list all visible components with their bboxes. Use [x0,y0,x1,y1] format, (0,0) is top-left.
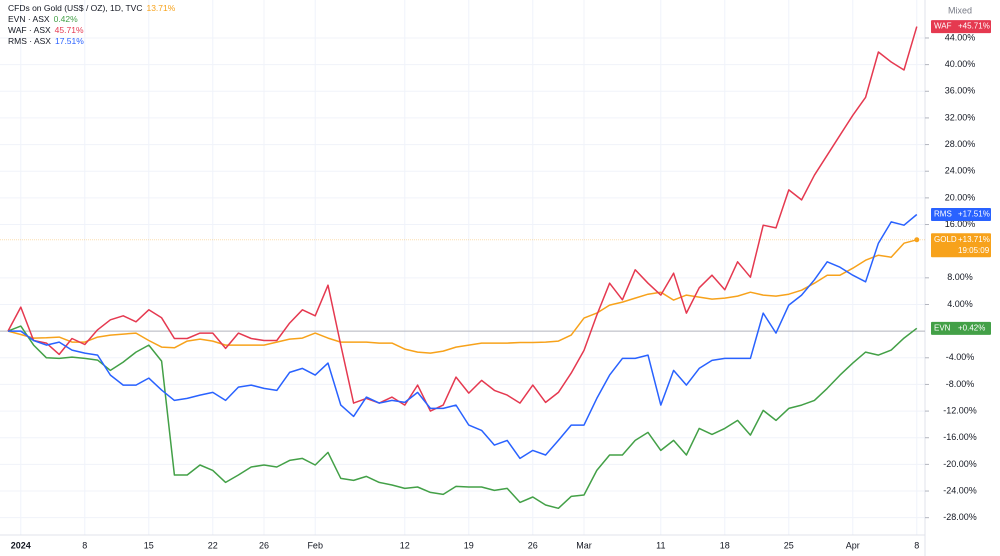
legend-name[interactable]: EVN · ASX [8,14,50,24]
y-tick-label: -4.00% [946,352,975,362]
y-tick-label: 4.00% [947,299,973,309]
y-tick-label: 24.00% [945,166,976,176]
legend-value: 13.71% [146,3,175,13]
series-line [7,26,918,412]
x-tick-label: 15 [144,540,154,550]
value-tag [931,20,991,34]
legend-name[interactable]: WAF · ASX [8,25,51,35]
value-tag [931,233,991,258]
y-tick-label: 16.00% [945,219,976,229]
x-tick-label: 26 [528,540,538,550]
x-tick-label: 11 [656,540,665,550]
y-tick-label: 32.00% [945,112,976,122]
x-tick-label: Mar [576,540,592,550]
legend-entry: RMS · ASX 17.51% [8,36,84,46]
tag-value: +13.71% [958,235,990,244]
legend-entry: CFDs on Gold (US$ / OZ), 1D, TVC 13.71% [8,3,176,13]
x-tick-label: 2024 [11,540,31,550]
x-tick-label: 8 [914,540,919,550]
last-point [914,237,920,243]
tag-name: EVN [934,323,951,332]
tag-value: +17.51% [958,210,990,219]
y-tick-label: -28.00% [943,512,977,522]
x-tick-label: Feb [307,540,323,550]
y-tick-label: -8.00% [946,379,975,389]
legend-value: 17.51% [55,36,84,46]
tag-name: GOLD [934,235,957,244]
y-tick-label: -24.00% [943,485,977,495]
x-tick-label: 25 [784,540,794,550]
tag-value: +0.42% [958,323,985,332]
legend-value: 0.42% [54,14,79,24]
x-tick-label: 8 [82,540,87,550]
y-tick-label: 20.00% [945,192,976,202]
x-tick-label: 12 [400,540,410,550]
y-tick-label: -12.00% [943,405,977,415]
x-tick-label: 19 [464,540,474,550]
tag-name: WAF [934,22,952,31]
y-tick-label: 36.00% [945,86,976,96]
legend-entry: EVN · ASX 0.42% [8,14,78,24]
series-line [8,213,918,460]
series-line [7,239,917,354]
value-tag [931,207,991,221]
x-tick-label: 26 [259,540,269,550]
y-tick-label: 8.00% [947,272,973,282]
y-tick-label: 40.00% [945,59,976,69]
legend-name[interactable]: RMS · ASX [8,36,51,46]
series-line [7,325,918,510]
y-tick-label: 28.00% [945,139,976,149]
x-tick-label: Apr [846,540,860,550]
y-tick-label: -20.00% [943,459,977,469]
y-tick-label: -16.00% [943,432,977,442]
legend-name[interactable]: CFDs on Gold (US$ / OZ), 1D, TVC [8,3,142,13]
y-tick-label: 44.00% [945,32,976,42]
scale-mode[interactable]: Mixed [948,5,972,15]
tag-value: +45.71% [958,22,990,31]
x-tick-label: 22 [208,540,218,550]
legend-entry: WAF · ASX 45.71% [8,25,84,35]
x-tick-label: 18 [720,540,730,550]
legend-value: 45.71% [55,25,84,35]
countdown: 19:05:09 [958,246,990,255]
tag-name: RMS [934,210,952,219]
value-tag [931,321,991,335]
